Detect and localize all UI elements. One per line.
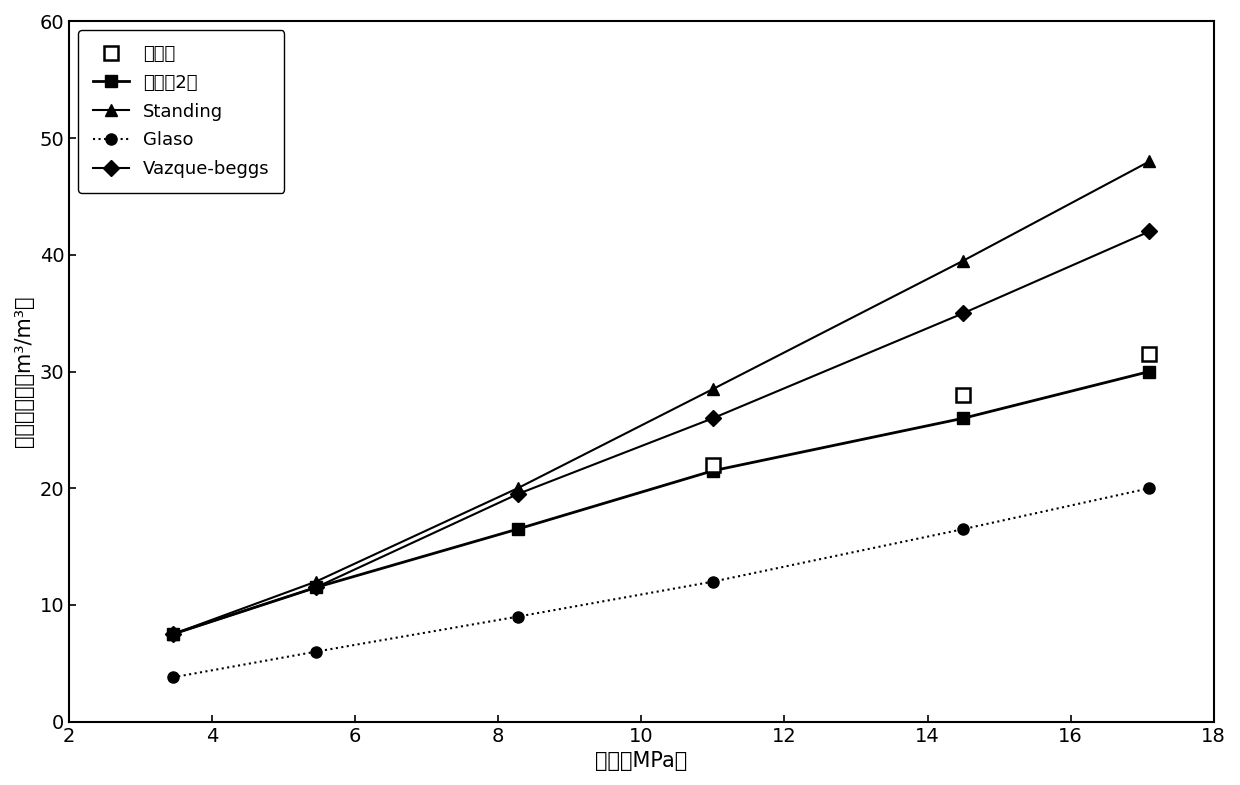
Standing: [706, 385, 720, 394]
Vazque-beggs: [706, 414, 720, 423]
Standing: [165, 630, 180, 639]
Line: 实验値: 实验値: [706, 347, 1156, 472]
Y-axis label: 溶解气油比（m³/m³）: 溶解气油比（m³/m³）: [14, 296, 33, 447]
Glaso: [1142, 484, 1157, 493]
公式（2）: [165, 630, 180, 639]
Glaso: [309, 647, 324, 656]
Vazque-beggs: [165, 630, 180, 639]
Vazque-beggs: [1142, 227, 1157, 236]
Glaso: [956, 524, 971, 534]
公式（2）: [309, 582, 324, 592]
Vazque-beggs: [956, 309, 971, 318]
Standing: [510, 484, 525, 493]
Vazque-beggs: [309, 582, 324, 592]
Line: 公式（2）: 公式（2）: [167, 366, 1154, 640]
实验値: [956, 390, 971, 400]
公式（2）: [1142, 367, 1157, 376]
实验値: [706, 460, 720, 469]
Standing: [956, 256, 971, 265]
公式（2）: [510, 524, 525, 534]
Line: Standing: Standing: [166, 155, 1156, 641]
Glaso: [165, 673, 180, 682]
X-axis label: 压力（MPa）: 压力（MPa）: [595, 751, 687, 771]
实验値: [1142, 349, 1157, 359]
公式（2）: [956, 414, 971, 423]
公式（2）: [706, 466, 720, 476]
Line: Vazque-beggs: Vazque-beggs: [167, 226, 1154, 640]
Glaso: [510, 612, 525, 622]
Line: Glaso: Glaso: [167, 483, 1154, 683]
Glaso: [706, 577, 720, 586]
Standing: [309, 577, 324, 586]
Vazque-beggs: [510, 489, 525, 498]
Legend: 实验値, 公式（2）, Standing, Glaso, Vazque-beggs: 实验値, 公式（2）, Standing, Glaso, Vazque-begg…: [78, 31, 284, 192]
Standing: [1142, 157, 1157, 166]
